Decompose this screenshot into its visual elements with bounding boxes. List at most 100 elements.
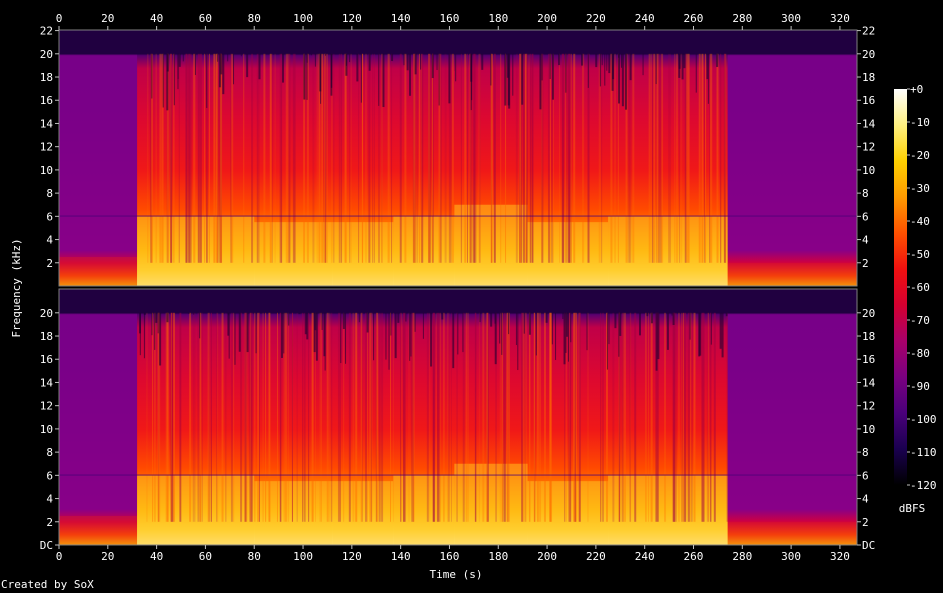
cutoff-dropout <box>555 312 557 360</box>
transient-streak <box>669 53 672 263</box>
transient-streak <box>216 53 218 263</box>
transient-streak <box>507 312 509 522</box>
transient-streak <box>574 312 576 522</box>
transient-streak <box>605 312 608 522</box>
transient-streak <box>710 312 712 522</box>
transient-streak <box>155 53 157 263</box>
transient-streak <box>173 53 175 263</box>
transient-streak <box>361 312 363 522</box>
transient-streak <box>490 53 493 263</box>
cutoff-dropout <box>151 53 153 99</box>
transient-streak <box>676 53 679 263</box>
transient-streak <box>206 53 208 263</box>
transient-streak <box>450 312 452 522</box>
transient-streak <box>318 53 321 263</box>
credit-text: Created by SoX <box>1 578 94 591</box>
transient-streak <box>361 53 363 263</box>
cutoff-dropout <box>565 53 567 93</box>
spectrogram-panel-channel-1 <box>58 29 858 287</box>
transient-streak <box>681 312 683 522</box>
cutoff-dropout <box>625 53 628 110</box>
transient-streak <box>412 312 414 522</box>
transient-streak <box>345 53 347 263</box>
x-tick-label-bottom: 160 <box>440 550 460 563</box>
cutoff-dropout <box>166 53 169 72</box>
transient-streak <box>197 53 200 263</box>
cutoff-dropout <box>725 312 728 317</box>
cutoff-dropout <box>159 312 162 366</box>
transient-streak <box>403 312 406 522</box>
transient-streak <box>507 312 510 522</box>
cutoff-dropout <box>672 312 675 325</box>
low-frequency-energy <box>254 481 333 545</box>
cutoff-dropout <box>601 53 603 66</box>
y-tick-label-right: 14 <box>862 376 876 389</box>
y-tick-label-right: 12 <box>862 141 875 154</box>
transient-streak <box>279 312 282 522</box>
y-tick-label-right: 20 <box>862 48 875 61</box>
transient-streak <box>551 53 553 263</box>
transient-streak <box>502 312 505 522</box>
cutoff-dropout <box>157 312 159 334</box>
transient-streak <box>627 53 630 263</box>
cutoff-dropout <box>315 312 318 361</box>
cutoff-dropout <box>258 53 261 80</box>
colorbar-tick-label: -120 <box>910 479 937 492</box>
transient-streak <box>521 312 524 522</box>
transient-streak <box>411 312 414 522</box>
cutoff-dropout <box>545 312 548 323</box>
transient-streak <box>568 53 571 263</box>
low-frequency-energy <box>393 475 455 545</box>
cutoff-dropout <box>410 312 412 357</box>
cutoff-dropout <box>455 53 457 82</box>
transient-streak <box>673 312 676 522</box>
cutoff-dropout <box>607 312 609 370</box>
transient-streak <box>323 53 325 263</box>
y-tick-label-right: 10 <box>862 164 875 177</box>
transient-streak <box>288 312 290 522</box>
transient-streak <box>582 53 585 263</box>
transient-streak <box>230 53 233 263</box>
cutoff-dropout <box>217 53 219 62</box>
cutoff-dropout <box>512 53 514 96</box>
cutoff-dropout <box>234 312 236 365</box>
transient-streak <box>522 312 525 522</box>
transient-streak <box>726 312 729 522</box>
transient-streak <box>685 53 687 263</box>
low-frequency-energy <box>454 204 529 286</box>
transient-streak <box>201 312 203 522</box>
cutoff-dropout <box>330 53 333 96</box>
cutoff-dropout <box>629 53 632 81</box>
transient-streak <box>321 53 324 263</box>
transient-streak <box>192 312 194 522</box>
segment-quiet <box>59 289 138 545</box>
transient-streak <box>704 53 706 263</box>
cutoff-dropout <box>154 312 156 350</box>
transient-streak <box>268 312 271 522</box>
transient-streak <box>655 312 658 522</box>
transient-streak <box>528 312 531 522</box>
y-tick-label-left: 12 <box>40 400 53 413</box>
transient-streak <box>283 312 286 522</box>
transient-streak <box>701 312 704 522</box>
transient-streak <box>350 53 352 263</box>
transient-streak <box>680 53 683 263</box>
y-tick-label-left: 20 <box>40 48 53 61</box>
transient-streak <box>672 312 675 522</box>
cutoff-dropout <box>388 312 390 370</box>
transient-streak <box>501 312 503 522</box>
cutoff-dropout <box>394 312 397 359</box>
transient-streak <box>426 312 429 522</box>
transient-streak <box>532 53 534 263</box>
transient-streak <box>686 53 689 263</box>
transient-streak <box>675 312 677 522</box>
cutoff-dropout <box>345 312 347 364</box>
cutoff-dropout <box>570 312 572 343</box>
cutoff-dropout <box>138 312 141 334</box>
transient-streak <box>487 312 489 522</box>
transient-streak <box>655 53 657 263</box>
transient-streak <box>541 53 543 263</box>
cutoff-dropout <box>452 312 455 369</box>
transient-streak <box>450 53 452 263</box>
cutoff-dropout <box>655 312 658 371</box>
